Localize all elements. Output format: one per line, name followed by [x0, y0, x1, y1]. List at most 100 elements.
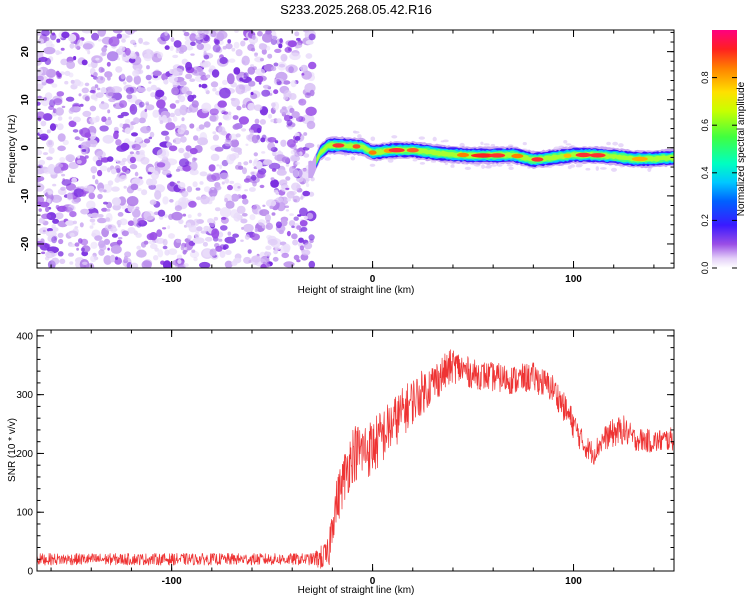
noise-speckle — [62, 178, 65, 182]
noise-speckle — [74, 136, 81, 141]
noise-speckle — [67, 33, 77, 42]
noise-speckle — [41, 251, 46, 255]
noise-speckle — [129, 105, 135, 112]
noise-speckle — [114, 177, 121, 183]
noise-speckle — [261, 89, 271, 97]
noise-speckle — [40, 96, 50, 107]
noise-speckle — [247, 249, 252, 254]
noise-speckle — [280, 219, 288, 227]
noise-speckle — [275, 197, 284, 203]
noise-speckle — [90, 212, 99, 219]
noise-speckle — [146, 87, 152, 92]
noise-speckle — [140, 126, 151, 134]
noise-speckle — [51, 83, 58, 88]
noise-speckle — [194, 231, 200, 239]
ridge-halo-speckle — [418, 136, 425, 140]
figure-title: S233.2025.268.05.42.R16 — [280, 2, 432, 17]
noise-speckle — [92, 90, 96, 94]
noise-speckle — [276, 118, 282, 124]
noise-speckle — [279, 38, 283, 44]
noise-speckle — [173, 137, 182, 145]
noise-speckle — [121, 165, 128, 173]
noise-speckle — [218, 238, 223, 242]
noise-speckle — [145, 74, 152, 81]
noise-speckle — [216, 164, 220, 167]
ridge-hotspot — [531, 157, 544, 162]
noise-speckle — [261, 151, 266, 154]
noise-speckle — [116, 33, 123, 39]
noise-speckle — [254, 75, 264, 83]
noise-speckle — [106, 208, 111, 212]
noise-speckle — [98, 240, 106, 249]
noise-speckle — [164, 45, 170, 50]
noise-speckle — [209, 108, 219, 116]
noise-speckle — [94, 235, 103, 241]
noise-speckle — [281, 106, 287, 110]
ridge-halo-speckle — [522, 142, 527, 146]
noise-speckle — [308, 33, 316, 41]
noise-speckle — [97, 217, 107, 224]
noise-speckle — [269, 205, 274, 209]
ridge-halo-speckle — [506, 164, 514, 167]
noise-speckle — [78, 93, 82, 97]
noise-speckle — [97, 169, 103, 177]
noise-speckle — [219, 207, 232, 218]
noise-speckle — [95, 57, 100, 61]
noise-speckle — [291, 182, 301, 191]
noise-speckle — [149, 199, 157, 205]
noise-speckle — [305, 106, 317, 117]
noise-speckle — [244, 234, 250, 240]
noise-speckle — [290, 80, 297, 88]
ridge-hotspot — [511, 153, 524, 159]
ridge-halo-speckle — [350, 156, 356, 161]
noise-speckle — [107, 109, 111, 114]
noise-speckle — [297, 214, 302, 217]
noise-speckle — [306, 183, 310, 188]
noise-speckle — [136, 245, 141, 250]
noise-speckle — [143, 240, 149, 245]
noise-speckle — [110, 254, 116, 263]
noise-speckle — [84, 96, 90, 102]
noise-speckle — [150, 92, 156, 98]
top-x-tick-label: 0 — [370, 274, 376, 285]
noise-speckle — [182, 213, 187, 217]
top-y-axis-label: Frequency (Hz) — [7, 115, 18, 184]
noise-speckle — [143, 53, 153, 62]
noise-speckle — [184, 35, 191, 41]
ridge-halo-speckle — [612, 141, 619, 146]
noise-speckle — [144, 108, 148, 113]
noise-speckle — [131, 132, 138, 137]
noise-speckle — [81, 149, 87, 152]
noise-speckle — [142, 41, 150, 46]
noise-speckle — [45, 40, 53, 48]
noise-speckle — [208, 164, 216, 172]
noise-speckle — [139, 101, 145, 108]
noise-speckle — [38, 159, 46, 166]
noise-speckle — [293, 216, 299, 221]
noise-speckle — [119, 174, 128, 181]
ridge-halo-speckle — [480, 141, 484, 145]
noise-speckle — [39, 201, 50, 208]
noise-speckle — [99, 125, 109, 132]
noise-speckle — [236, 105, 242, 111]
colorbar: 0.0 0.2 0.4 0.6 0.8 Normalized spectral … — [700, 30, 747, 274]
noise-speckle — [251, 134, 259, 144]
noise-speckle — [101, 51, 107, 56]
noise-speckle — [159, 120, 164, 125]
noise-speckle — [106, 167, 111, 173]
noise-speckle — [90, 166, 98, 174]
noise-speckle — [214, 39, 220, 45]
noise-speckle — [90, 255, 97, 263]
noise-speckle — [243, 37, 249, 41]
noise-speckle — [253, 158, 259, 163]
colorbar-tick-label: 0.4 — [700, 167, 710, 180]
noise-speckle — [259, 58, 264, 62]
bottom-y-tick-label: 400 — [16, 331, 33, 342]
noise-speckle — [210, 30, 217, 38]
noise-speckle — [285, 64, 298, 74]
noise-speckle — [189, 169, 195, 173]
noise-speckle — [182, 30, 186, 33]
noise-speckle — [226, 73, 235, 85]
noise-speckle — [233, 182, 242, 192]
